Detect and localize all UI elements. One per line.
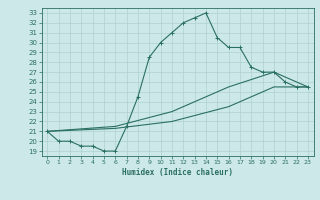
X-axis label: Humidex (Indice chaleur): Humidex (Indice chaleur) [122, 168, 233, 177]
